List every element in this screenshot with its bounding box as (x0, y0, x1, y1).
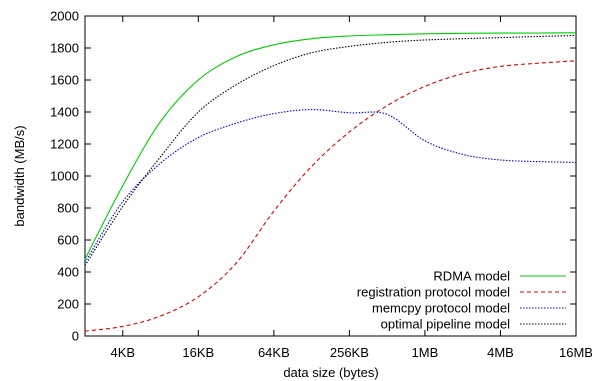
x-tick-label: 16KB (182, 345, 214, 360)
x-tick-label: 256KB (330, 345, 369, 360)
series-line-optimal-pipeline-model (84, 34, 577, 266)
y-tick-label: 400 (57, 265, 79, 280)
series-lines (84, 32, 577, 332)
y-tick-label: 2000 (50, 9, 79, 24)
x-tick-label: 4KB (110, 345, 135, 360)
y-tick-label: 800 (57, 201, 79, 216)
y-axis-title: bandwidth (MB/s) (12, 125, 27, 226)
x-tick-label: 4MB (487, 345, 514, 360)
legend-label: memcpy protocol model (372, 301, 510, 316)
y-tick-label: 1200 (50, 137, 79, 152)
y-tick-label: 1800 (50, 41, 79, 56)
series-line-memcpy-protocol-model (84, 109, 577, 263)
legend-label: RDMA model (433, 269, 510, 284)
y-axis: 0 200 400 600 800 1000 1200 1400 1600 1800 2000 (50, 9, 576, 344)
y-tick-label: 0 (72, 329, 79, 344)
y-tick-label: 1400 (50, 105, 79, 120)
y-tick-label: 1600 (50, 73, 79, 88)
x-tick-label: 16MB (559, 345, 592, 360)
y-tick-label: 1000 (50, 169, 79, 184)
y-tick-label: 600 (57, 233, 79, 248)
x-axis-title: data size (bytes) (283, 365, 378, 380)
legend-label: optimal pipeline model (381, 317, 510, 332)
legend-label: registration protocol model (357, 285, 510, 300)
x-tick-label: 1MB (412, 345, 439, 360)
series-line-registration-protocol-model (84, 60, 577, 332)
x-tick-label: 64KB (258, 345, 290, 360)
x-axis: 4KB 16KB 64KB 256KB 1MB 4MB 16MB (110, 16, 592, 360)
series-line-rdma-model (84, 32, 577, 260)
y-tick-label: 200 (57, 297, 79, 312)
